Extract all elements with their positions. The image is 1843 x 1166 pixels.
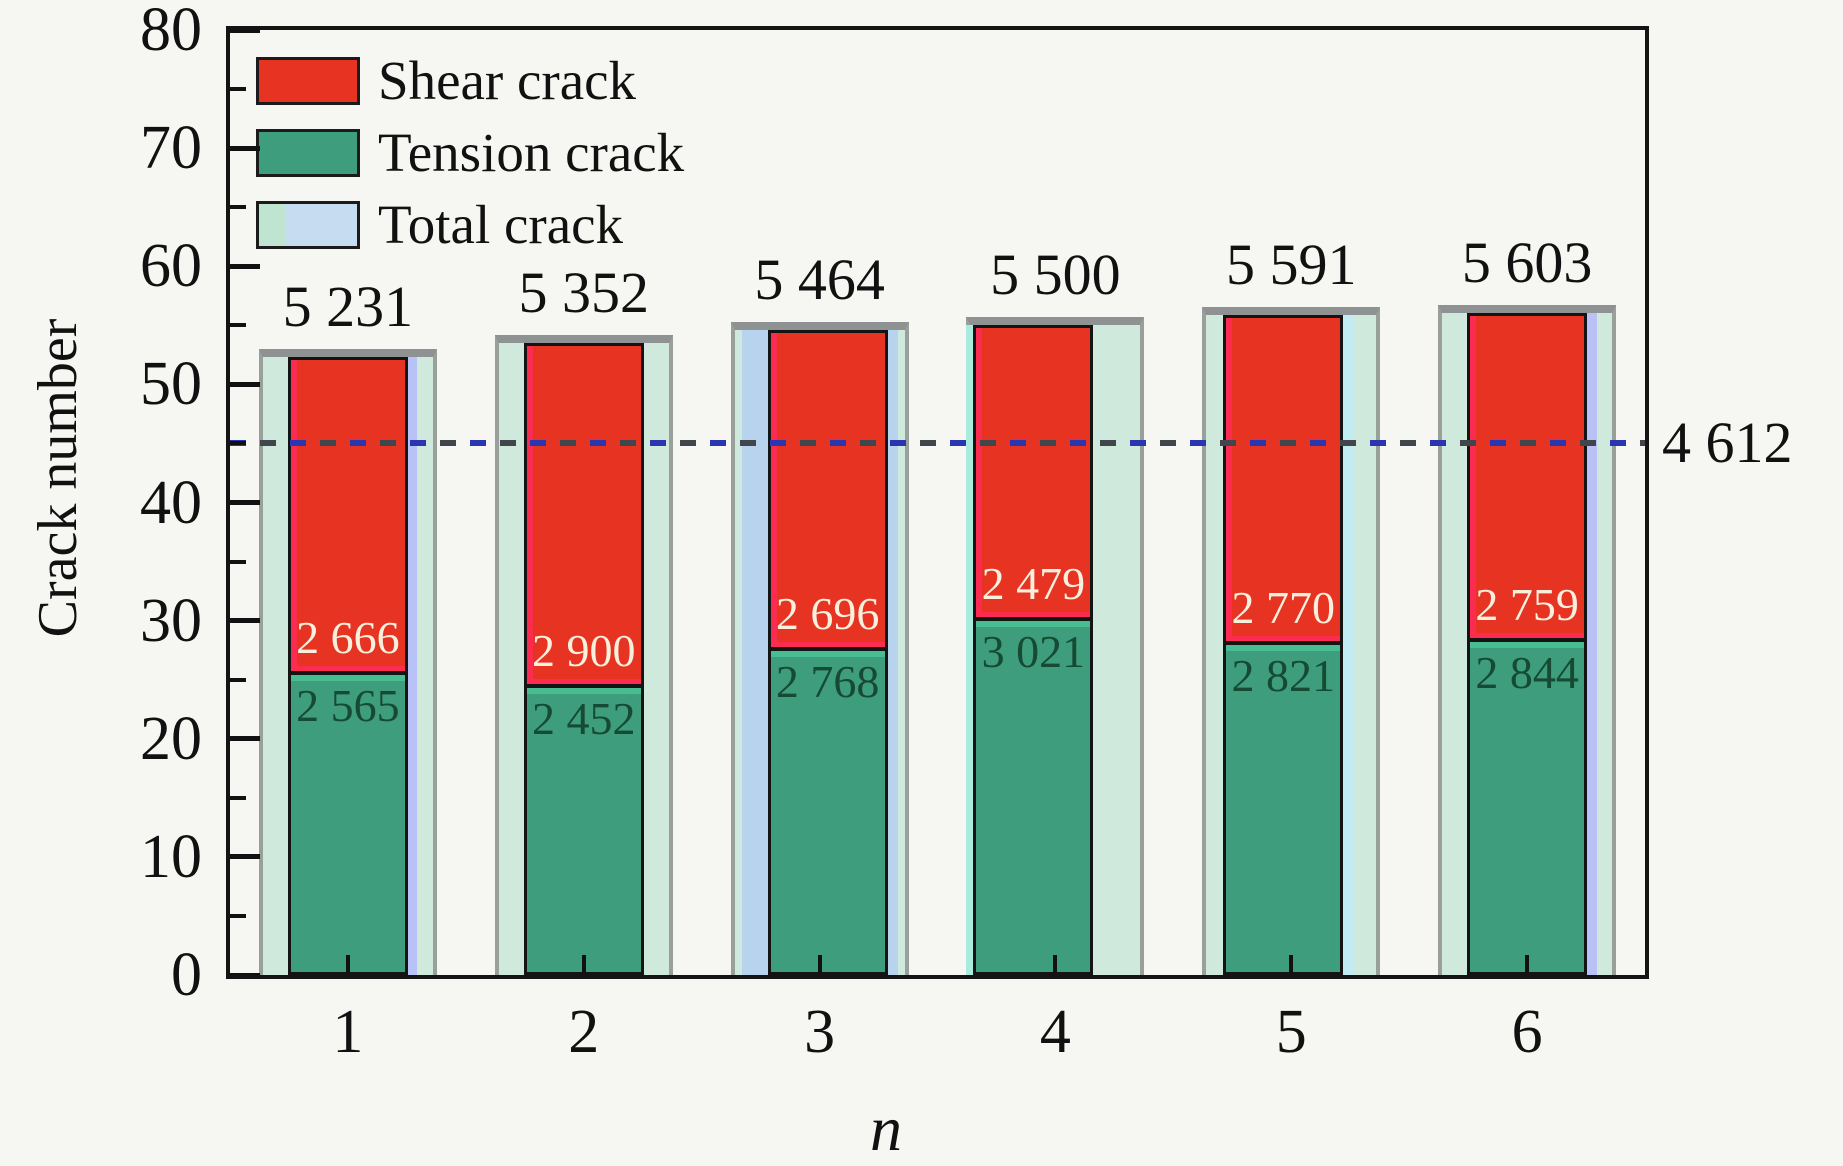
tension-value-label: 2 768 (775, 656, 880, 708)
x-tick-label: 1 (332, 998, 364, 1066)
tension-crack-segment (1223, 641, 1344, 975)
y-minor-tick (230, 205, 246, 210)
reference-dashed-line (230, 440, 1645, 447)
y-major-tick (230, 854, 260, 860)
tension-value-label: 2 565 (296, 680, 400, 731)
y-major-tick (230, 27, 260, 33)
y-minor-tick (230, 559, 246, 564)
tension-value-label: 2 844 (1475, 647, 1579, 699)
y-minor-tick (230, 323, 246, 328)
y-tick-label: 50 (140, 350, 202, 419)
legend-label: Total crack (378, 194, 624, 255)
legend-item: Total crack (256, 197, 684, 252)
shear-crack-segment (523, 342, 644, 688)
total-value-label: 5 352 (518, 259, 650, 325)
shear-value-label: 2 759 (1475, 579, 1579, 631)
y-tick-label: 0 (171, 941, 202, 1009)
tension-crack-segment (523, 685, 644, 975)
shear-value-label: 2 696 (775, 588, 880, 640)
y-minor-tick (230, 441, 246, 446)
legend-item: Tension crack (256, 125, 684, 180)
legend-swatch-shear-crack (256, 56, 360, 105)
y-major-tick (230, 263, 260, 269)
tension-value-label: 2 821 (1231, 649, 1336, 701)
x-tick-label: 2 (568, 998, 600, 1066)
legend: Shear crack Tension crack Total crack (256, 53, 684, 269)
total-value-label: 5 464 (754, 246, 885, 312)
legend-label: Shear crack (378, 50, 637, 111)
total-value-label: 5 591 (1226, 231, 1357, 297)
y-major-tick (230, 145, 260, 151)
shear-crack-segment (1467, 313, 1588, 642)
x-tick (1525, 955, 1530, 973)
y-tick-label: 80 (140, 0, 202, 64)
legend-item: Shear crack (256, 53, 684, 108)
y-major-tick (230, 618, 260, 624)
tension-value-label: 3 021 (981, 626, 1086, 678)
shear-value-label: 2 770 (1231, 581, 1336, 633)
tension-crack-segment (287, 672, 408, 975)
shear-value-label: 2 900 (532, 625, 636, 677)
x-axis-title: n (870, 1093, 902, 1164)
y-minor-tick (230, 913, 246, 918)
shear-crack-segment (287, 357, 408, 675)
total-bar-accent (887, 329, 898, 975)
legend-label: Tension crack (378, 122, 685, 183)
legend-swatch-total-crack (256, 200, 360, 249)
total-value-label: 5 603 (1461, 230, 1593, 296)
total-value-label: 5 231 (282, 274, 414, 340)
y-tick-label: 60 (140, 232, 202, 301)
y-minor-tick (230, 677, 246, 682)
x-tick-label: 5 (1275, 998, 1307, 1066)
shear-crack-segment (1223, 314, 1344, 644)
total-bar-accent (966, 325, 974, 975)
y-tick-label: 30 (140, 586, 202, 655)
shear-crack-segment (973, 325, 1094, 621)
x-tick-label: 3 (804, 998, 836, 1066)
y-tick-label: 20 (140, 704, 202, 773)
total-value-label: 5 500 (990, 242, 1121, 308)
y-major-tick (230, 736, 260, 742)
x-tick (817, 955, 822, 973)
plot-area: Shear crack Tension crack Total crack 2 … (226, 26, 1649, 979)
x-tick (581, 955, 586, 973)
x-tick (345, 955, 350, 973)
y-major-tick (230, 972, 260, 978)
y-tick-label: 40 (140, 468, 202, 537)
y-tick-label: 70 (140, 114, 202, 183)
tension-crack-segment (1467, 639, 1588, 975)
total-bar-accent (407, 357, 417, 975)
reference-line-label: 4 612 (1662, 410, 1793, 475)
total-bar-accent (741, 329, 768, 975)
y-tick-label: 10 (140, 822, 202, 891)
legend-swatch-tension-crack (256, 128, 360, 177)
shear-value-label: 2 666 (296, 612, 400, 664)
x-tick (1289, 955, 1294, 973)
y-major-tick (230, 381, 260, 387)
tension-value-label: 2 452 (532, 693, 636, 745)
total-bar-accent (1587, 313, 1598, 975)
x-tick-label: 4 (1039, 998, 1071, 1066)
shear-value-label: 2 479 (981, 558, 1086, 610)
y-minor-tick (230, 87, 246, 92)
y-minor-tick (230, 795, 246, 800)
tension-crack-segment (767, 648, 888, 975)
x-tick (1053, 955, 1058, 973)
y-major-tick (230, 500, 260, 505)
x-tick-label: 6 (1511, 998, 1543, 1066)
shear-crack-segment (767, 329, 888, 651)
total-bar-accent (1343, 314, 1354, 975)
